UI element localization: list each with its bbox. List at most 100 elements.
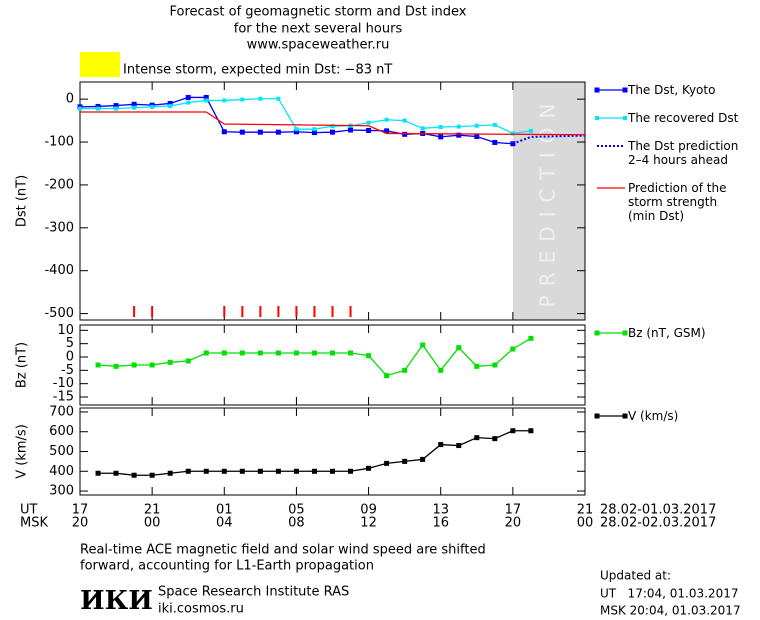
data-point <box>114 106 119 111</box>
data-point <box>131 101 137 107</box>
data-point <box>456 124 461 129</box>
data-point <box>203 350 209 356</box>
data-point <box>456 345 462 351</box>
data-point <box>348 350 354 356</box>
data-point <box>492 122 497 127</box>
series-line <box>98 430 531 476</box>
y-tick-label: 5 <box>66 336 74 351</box>
data-point <box>311 130 317 136</box>
updated-title: Updated at: <box>600 569 671 583</box>
msk-label: MSK <box>20 516 48 531</box>
legend-entry: The Dst, Kyoto <box>627 83 715 97</box>
series-line <box>80 111 586 136</box>
data-point <box>95 103 101 109</box>
x-tick-label: 16 <box>432 516 449 531</box>
legend-entry: Prediction of the storm strength (min Dst) <box>628 181 727 223</box>
data-point <box>167 470 173 476</box>
y-tick-label: 600 <box>49 424 74 439</box>
logo: ИКИ <box>80 586 153 616</box>
data-point <box>330 468 335 474</box>
data-point <box>528 335 534 341</box>
data-point <box>330 129 335 135</box>
data-point <box>384 373 390 379</box>
data-point <box>492 436 498 442</box>
data-point <box>275 468 281 474</box>
x-tick-label: 12 <box>360 516 377 531</box>
data-point <box>95 470 101 476</box>
data-point <box>185 468 191 474</box>
title-line: Forecast of geomagnetic storm and Dst in… <box>169 5 466 20</box>
legend-marker <box>595 116 599 120</box>
data-point <box>311 350 317 356</box>
data-point <box>167 359 173 365</box>
y-tick-label: 500 <box>49 444 74 459</box>
y-tick-label: 300 <box>49 484 74 499</box>
data-point <box>366 127 372 133</box>
data-point <box>203 94 209 100</box>
x-tick-label: 01 <box>216 503 233 518</box>
title-line: for the next several hours <box>234 22 403 37</box>
y-tick-label: 0 <box>66 350 74 365</box>
data-point <box>96 106 101 111</box>
legend-entry: The recovered Dst <box>627 111 739 125</box>
data-point <box>149 472 155 478</box>
title-line: www.spaceweather.ru <box>247 38 390 53</box>
prediction-region <box>512 82 585 320</box>
data-point <box>221 468 227 474</box>
plot-frame <box>79 81 586 321</box>
x-tick-label: 05 <box>288 503 305 518</box>
x-tick-label: 09 <box>360 503 377 518</box>
data-point <box>438 125 443 130</box>
data-point <box>510 346 516 352</box>
y-tick-label: -10 <box>53 376 74 391</box>
x-tick-label: 13 <box>432 503 449 518</box>
data-point <box>149 362 155 368</box>
footer-note: forward, accounting for L1-Earth propaga… <box>80 559 374 574</box>
data-point <box>474 435 480 441</box>
data-point <box>438 134 444 140</box>
data-point <box>113 363 119 369</box>
legend-marker <box>623 116 627 120</box>
data-point <box>438 442 444 448</box>
data-point <box>95 362 101 368</box>
data-point <box>113 470 119 476</box>
data-point <box>131 472 137 478</box>
data-point <box>420 456 426 462</box>
y-tick-label: 400 <box>49 464 74 479</box>
data-point <box>150 104 155 109</box>
data-point <box>510 131 515 136</box>
data-point <box>293 468 299 474</box>
data-point <box>276 96 281 101</box>
data-point <box>186 100 191 105</box>
updated-msk: MSK 20:04, 01.03.2017 <box>600 604 741 618</box>
y-tick-label: -15 <box>53 390 74 405</box>
data-point <box>222 98 227 103</box>
data-point <box>474 133 480 139</box>
data-point <box>239 350 245 356</box>
data-point <box>384 117 389 122</box>
data-point <box>240 97 245 102</box>
data-point <box>366 120 371 125</box>
alert-swatch <box>80 52 120 77</box>
data-point <box>438 367 444 373</box>
x-tick-label: 20 <box>72 516 89 531</box>
data-point <box>474 363 480 369</box>
data-point <box>221 129 227 135</box>
x-tick-label: 04 <box>216 516 233 531</box>
data-point <box>204 98 209 103</box>
data-point <box>294 127 299 132</box>
legend-marker <box>594 87 600 93</box>
data-point <box>492 139 498 145</box>
legend-marker <box>622 413 628 419</box>
data-point <box>348 468 354 474</box>
data-point <box>474 123 479 128</box>
y-tick-label: -5 <box>61 363 74 378</box>
legend-entry: V (km/s) <box>628 409 678 423</box>
y-tick-label: -500 <box>44 306 74 321</box>
legend-marker <box>594 413 600 419</box>
y-tick-label: 700 <box>49 404 74 419</box>
data-point <box>239 468 245 474</box>
x-tick-label: 08 <box>288 516 305 531</box>
data-point <box>239 129 245 135</box>
